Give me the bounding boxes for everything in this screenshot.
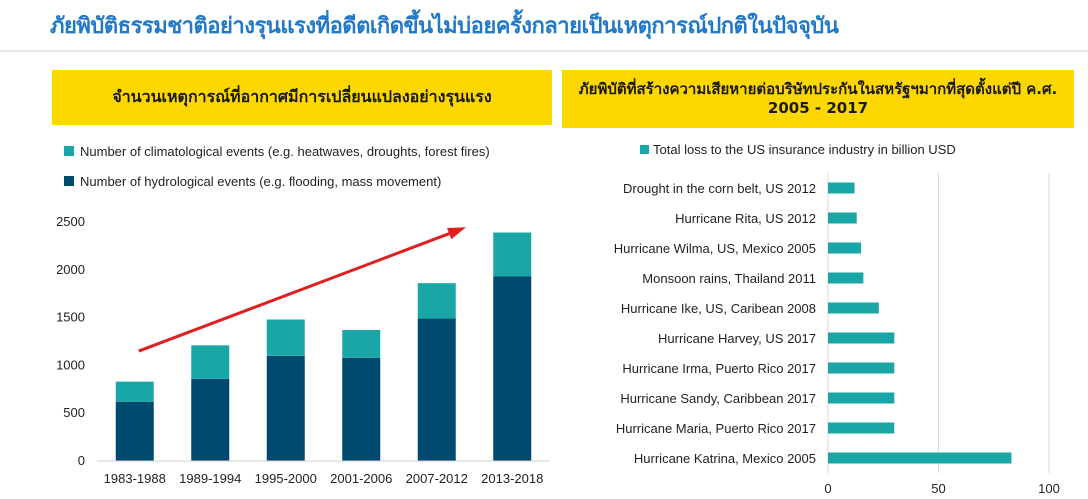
bar-total-loss: [828, 362, 895, 374]
legend-swatch-hydrological: [64, 176, 74, 186]
x-tick-label: 2013-2018: [481, 471, 543, 486]
bar-total-loss: [828, 332, 895, 344]
legend-label-climatological: Number of climatological events (e.g. he…: [80, 144, 490, 159]
y-tick-label: 0: [78, 453, 85, 468]
x-tick-label: 0: [824, 481, 831, 496]
category-label: Hurricane Harvey, US 2017: [658, 331, 816, 346]
y-tick-label: 1500: [56, 310, 85, 325]
x-tick-label: 1983-1988: [104, 471, 166, 486]
stacked-bar-chart: Number of climatological events (e.g. he…: [56, 144, 550, 486]
category-labels: Drought in the corn belt, US 2012 Hurrica…: [614, 181, 816, 466]
x-tick-label: 1995-2000: [255, 471, 317, 486]
bar-total-loss: [828, 392, 895, 404]
bar-climatological: [342, 330, 381, 358]
x-axis: 1983-1988 1989-1994 1995-2000 2001-2006 2007…: [97, 460, 550, 486]
x-tick-label: 50: [931, 481, 945, 496]
y-axis: 0 500 1000 1500 2000 2500: [56, 214, 85, 468]
trend-arrow: [138, 227, 466, 353]
bar-total-loss: [828, 422, 895, 434]
category-label: Hurricane Ike, US, Caribean 2008: [621, 301, 816, 316]
legend-label-total-loss: Total loss to the US insurance industry …: [653, 142, 956, 157]
bar-total-loss: [828, 212, 857, 224]
trend-arrow-head: [447, 227, 466, 240]
right-chart-header: ภัยพิบัติที่สร้างความเสียหายต่อบริษัทประ…: [562, 70, 1074, 128]
x-tick-label: 2007-2012: [406, 471, 468, 486]
bar-hydrological: [266, 355, 305, 461]
legend-swatch-climatological: [64, 146, 74, 156]
category-label: Drought in the corn belt, US 2012: [623, 181, 816, 196]
x-tick-label: 2001-2006: [330, 471, 392, 486]
trend-arrow-line: [138, 227, 463, 353]
bar-hydrological: [191, 378, 230, 461]
x-axis: 0 50 100: [824, 481, 1059, 496]
bar-hydrological: [417, 318, 456, 461]
left-chart-header: จำนวนเหตุการณ์ที่อากาศมีการเปลี่ยนแปลงอย…: [52, 70, 552, 125]
bar-total-loss: [828, 182, 855, 194]
category-label: Hurricane Maria, Puerto Rico 2017: [616, 421, 816, 436]
bar-total-loss: [828, 272, 864, 284]
category-label: Hurricane Katrina, Mexico 2005: [634, 451, 816, 466]
category-label: Hurricane Rita, US 2012: [675, 211, 816, 226]
bar-climatological: [266, 319, 305, 356]
category-label: Hurricane Sandy, Caribbean 2017: [620, 391, 816, 406]
x-tick-label: 100: [1038, 481, 1060, 496]
bar-total-loss: [828, 452, 1012, 464]
y-tick-label: 1000: [56, 357, 85, 372]
bar-climatological: [417, 283, 456, 319]
bar-hydrological: [342, 357, 381, 461]
category-label: Hurricane Wilma, US, Mexico 2005: [614, 241, 816, 256]
horizontal-bar-chart: Total loss to the US insurance industry …: [614, 142, 1060, 496]
y-tick-label: 2500: [56, 214, 85, 229]
bar-hydrological: [493, 276, 532, 461]
plot-bars: [115, 232, 532, 461]
title-rule: [0, 50, 1088, 52]
y-tick-label: 500: [63, 405, 85, 420]
x-tick-label: 1989-1994: [179, 471, 241, 486]
bar-climatological: [493, 232, 532, 277]
y-tick-label: 2000: [56, 262, 85, 277]
legend-label-hydrological: Number of hydrological events (e.g. floo…: [80, 174, 441, 189]
bar-climatological: [191, 345, 230, 379]
page-title: ภัยพิบัติธรรมชาติอย่างรุนแรงที่อดีตเกิดข…: [50, 14, 839, 39]
bar-climatological: [115, 381, 154, 402]
plot-bars: [828, 182, 1012, 464]
bar-total-loss: [828, 242, 862, 254]
legend-swatch-total-loss: [640, 145, 649, 154]
category-label: Monsoon rains, Thailand 2011: [642, 271, 816, 286]
bar-hydrological: [115, 401, 154, 461]
category-label: Hurricane Irma, Puerto Rico 2017: [622, 361, 816, 376]
bar-total-loss: [828, 302, 879, 314]
